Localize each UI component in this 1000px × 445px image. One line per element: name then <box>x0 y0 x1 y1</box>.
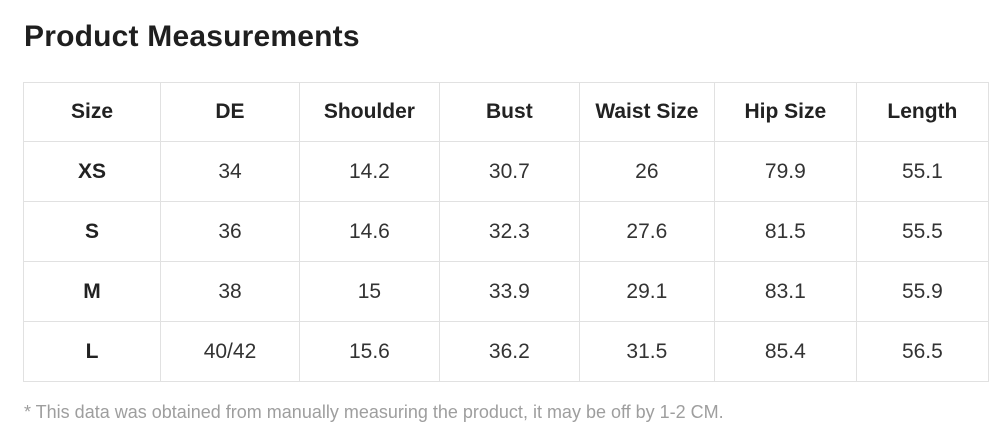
table-cell: 56.5 <box>855 321 990 382</box>
table-row: S 36 14.6 32.3 27.6 81.5 55.5 <box>22 201 990 262</box>
table-cell: 31.5 <box>578 321 715 382</box>
measurements-table: Size DE Shoulder Bust Waist Size Hip Size Leng… <box>22 82 990 382</box>
column-header: Size <box>22 82 162 142</box>
table-cell: 14.6 <box>298 201 440 262</box>
table-cell: 85.4 <box>713 321 857 382</box>
table-body: XS 34 14.2 30.7 26 79.9 55.1 S 36 14.6 32.3 27.6 81.… <box>22 141 990 382</box>
table-cell: 32.3 <box>438 201 580 262</box>
table-cell: 55.5 <box>855 201 990 262</box>
table-cell: 81.5 <box>713 201 857 262</box>
table-cell: 55.9 <box>855 261 990 322</box>
column-header: Length <box>855 82 990 142</box>
measurements-table-wrap: Size DE Shoulder Bust Waist Size Hip Size Leng… <box>22 82 990 382</box>
table-cell: 34 <box>160 141 300 202</box>
table-head: Size DE Shoulder Bust Waist Size Hip Size Leng… <box>22 82 990 142</box>
table-row: XS 34 14.2 30.7 26 79.9 55.1 <box>22 141 990 202</box>
table-cell: 55.1 <box>855 141 990 202</box>
table-cell: 26 <box>578 141 715 202</box>
column-header: Hip Size <box>713 82 857 142</box>
table-cell: 83.1 <box>713 261 857 322</box>
table-cell: 30.7 <box>438 141 580 202</box>
table-cell: 27.6 <box>578 201 715 262</box>
table-cell: 14.2 <box>298 141 440 202</box>
table-cell: 29.1 <box>578 261 715 322</box>
measurement-disclaimer: * This data was obtained from manually m… <box>24 402 724 422</box>
column-header: DE <box>160 82 300 142</box>
size-cell: S <box>22 201 162 262</box>
table-row: L 40/42 15.6 36.2 31.5 85.4 56.5 <box>22 321 990 382</box>
size-cell: L <box>22 321 162 382</box>
table-cell: 33.9 <box>438 261 580 322</box>
table-cell: 38 <box>160 261 300 322</box>
page-title: Product Measurements <box>24 20 360 53</box>
table-cell: 79.9 <box>713 141 857 202</box>
column-header: Waist Size <box>578 82 715 142</box>
table-cell: 15 <box>298 261 440 322</box>
column-header: Bust <box>438 82 580 142</box>
size-cell: M <box>22 261 162 322</box>
table-cell: 36.2 <box>438 321 580 382</box>
table-header-row: Size DE Shoulder Bust Waist Size Hip Size Leng… <box>22 82 990 142</box>
table-cell: 15.6 <box>298 321 440 382</box>
size-cell: XS <box>22 141 162 202</box>
table-cell: 40/42 <box>160 321 300 382</box>
table-cell: 36 <box>160 201 300 262</box>
column-header: Shoulder <box>298 82 440 142</box>
table-row: M 38 15 33.9 29.1 83.1 55.9 <box>22 261 990 322</box>
